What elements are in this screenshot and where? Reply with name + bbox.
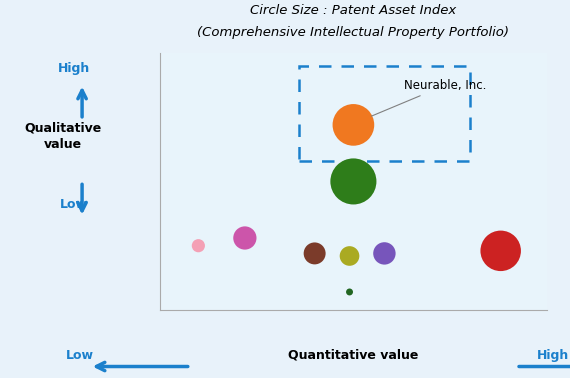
Point bbox=[310, 250, 319, 256]
Text: Low: Low bbox=[60, 198, 88, 211]
Point bbox=[241, 235, 250, 241]
Text: Qualitative
value: Qualitative value bbox=[24, 121, 101, 151]
Point bbox=[194, 243, 203, 249]
Point bbox=[345, 289, 354, 295]
Text: Circle Size : Patent Asset Index: Circle Size : Patent Asset Index bbox=[250, 4, 457, 17]
Point bbox=[496, 248, 505, 254]
Text: Quantitative value: Quantitative value bbox=[288, 349, 418, 362]
Point bbox=[380, 250, 389, 256]
Text: (Comprehensive Intellectual Property Portfolio): (Comprehensive Intellectual Property Por… bbox=[197, 26, 510, 39]
Text: Neurable, Inc.: Neurable, Inc. bbox=[372, 79, 486, 116]
Text: High: High bbox=[537, 349, 569, 362]
Text: Low: Low bbox=[66, 349, 94, 362]
Point bbox=[349, 122, 358, 128]
Bar bbox=[299, 66, 470, 161]
Text: High: High bbox=[58, 62, 90, 74]
Point bbox=[349, 178, 358, 184]
Point bbox=[345, 253, 354, 259]
